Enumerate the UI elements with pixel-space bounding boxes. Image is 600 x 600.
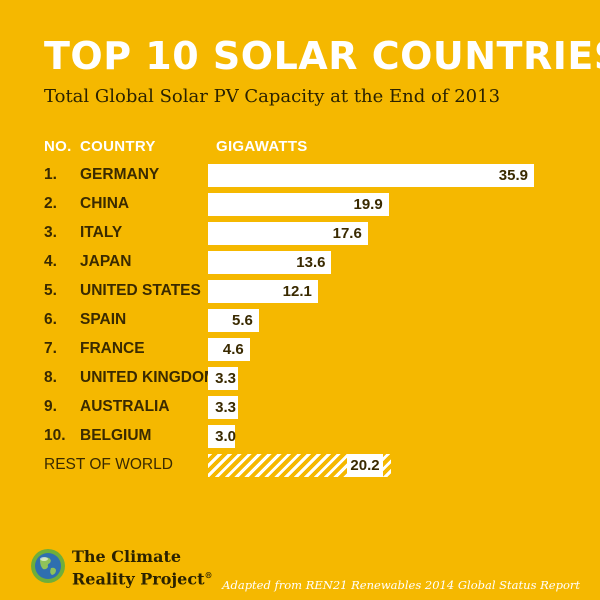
bar xyxy=(208,280,318,303)
header-no: NO. xyxy=(44,138,72,155)
rest-of-world-label: REST OF WORLD xyxy=(44,456,173,473)
country-label: UNITED KINGDOM xyxy=(80,369,217,386)
bar-value-label: 12.1 xyxy=(282,283,312,300)
bar-value-label: 3.0 xyxy=(215,428,236,445)
logo-wordmark: The Climate Reality Project® xyxy=(72,548,213,588)
earth-globe-icon xyxy=(31,549,65,583)
country-label: FRANCE xyxy=(80,340,145,357)
bar-value-label: 5.6 xyxy=(231,312,253,329)
bar xyxy=(208,309,259,332)
rank-label: 6. xyxy=(44,311,57,328)
rank-label: 3. xyxy=(44,224,57,241)
bar xyxy=(208,222,368,245)
bar-value-label: 3.3 xyxy=(215,370,236,387)
country-label: ITALY xyxy=(80,224,123,241)
header-country: COUNTRY xyxy=(80,138,156,155)
bar-value-label: 17.6 xyxy=(332,225,362,242)
logo-line-1: The Climate xyxy=(72,547,182,566)
rank-label: 9. xyxy=(44,398,57,415)
country-label: JAPAN xyxy=(80,253,132,270)
bar xyxy=(208,193,389,216)
rank-label: 2. xyxy=(44,195,57,212)
rank-label: 10. xyxy=(44,427,66,444)
country-label: GERMANY xyxy=(80,166,160,183)
header-gigawatts: GIGAWATTS xyxy=(216,138,308,155)
bar xyxy=(208,425,236,448)
bar-value-label: 13.6 xyxy=(296,254,326,271)
rank-label: 8. xyxy=(44,369,57,386)
country-label: BELGIUM xyxy=(80,427,152,444)
chart-subtitle: Total Global Solar PV Capacity at the En… xyxy=(44,86,501,107)
bar xyxy=(208,396,238,419)
bar xyxy=(208,164,534,187)
country-label: CHINA xyxy=(80,195,130,212)
bar-value-label: 3.3 xyxy=(215,399,236,416)
rank-label: 5. xyxy=(44,282,57,299)
rest-of-world-value-label: 20.2 xyxy=(347,454,383,477)
bar xyxy=(208,251,332,274)
rank-label: 1. xyxy=(44,166,57,183)
bar-value-label: 19.9 xyxy=(353,196,383,213)
bar-value-label: 35.9 xyxy=(498,167,528,184)
bar xyxy=(208,338,250,361)
chart-title: TOP 10 SOLAR COUNTRIES xyxy=(44,34,600,78)
bar xyxy=(208,367,238,390)
country-label: UNITED STATES xyxy=(80,282,201,299)
rank-label: 7. xyxy=(44,340,57,357)
registered-mark: ® xyxy=(204,570,213,580)
rest-of-world-bar xyxy=(208,454,392,477)
country-label: SPAIN xyxy=(80,311,127,328)
rank-label: 4. xyxy=(44,253,57,270)
bar-value-label: 4.6 xyxy=(222,341,244,358)
country-label: AUSTRALIA xyxy=(80,398,170,415)
source-note: Adapted from REN21 Renewables 2014 Globa… xyxy=(222,578,580,592)
logo-line-2: Reality Project® xyxy=(72,569,213,589)
